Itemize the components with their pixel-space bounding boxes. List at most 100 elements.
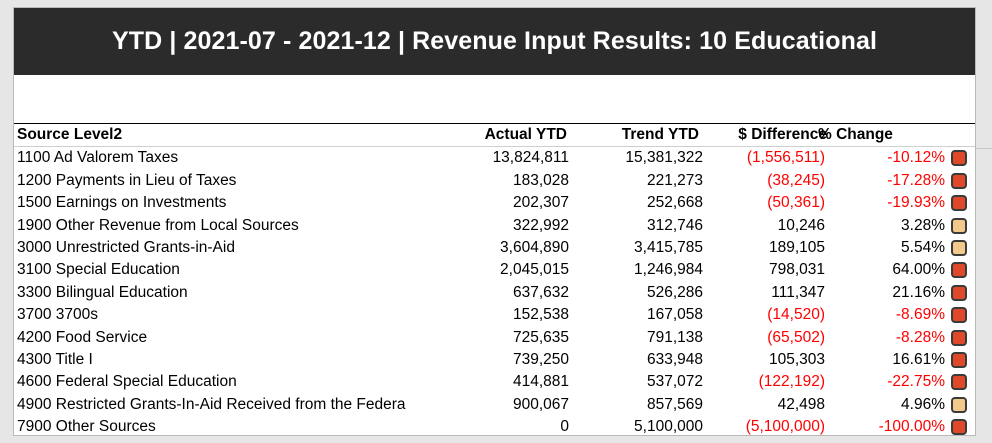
row-difference: (14,520) bbox=[767, 306, 825, 324]
status-indicator-icon bbox=[951, 195, 967, 212]
row-actual-ytd: 2,045,015 bbox=[500, 261, 569, 279]
row-percent-change: -22.75% bbox=[887, 373, 945, 391]
row-source: 4300 Title I bbox=[17, 350, 93, 368]
status-indicator-icon bbox=[951, 150, 967, 167]
row-difference: 189,105 bbox=[768, 238, 825, 256]
table-row[interactable]: 4200 Food Service 725,635 791,138 (65,502) -… bbox=[14, 327, 975, 349]
row-trend-ytd: 15,381,322 bbox=[625, 149, 703, 167]
row-source: 7900 Other Sources bbox=[17, 418, 156, 436]
status-indicator-icon bbox=[951, 217, 967, 234]
row-actual-ytd: 637,632 bbox=[512, 283, 569, 301]
revenue-table: Source Level2 Actual YTD Trend YTD $ Dif… bbox=[14, 124, 975, 438]
row-difference: (50,361) bbox=[767, 194, 825, 212]
row-actual-ytd: 3,604,890 bbox=[500, 238, 569, 256]
status-indicator-icon bbox=[951, 329, 967, 346]
row-source: 1500 Earnings on Investments bbox=[17, 194, 227, 212]
row-actual-ytd: 900,067 bbox=[512, 395, 569, 413]
row-source: 1200 Payments in Lieu of Taxes bbox=[17, 171, 237, 189]
row-percent-change: 5.54% bbox=[901, 238, 945, 256]
row-actual-ytd: 0 bbox=[560, 418, 569, 436]
table-row[interactable]: 1100 Ad Valorem Taxes 13,824,811 15,381,32… bbox=[14, 147, 975, 169]
row-percent-change: -10.12% bbox=[887, 149, 945, 167]
row-trend-ytd: 857,569 bbox=[646, 395, 703, 413]
table-row[interactable]: 3700 3700s 152,538 167,058 (14,520) -8.69% bbox=[14, 304, 975, 326]
status-indicator-icon bbox=[951, 351, 967, 368]
row-source: 3100 Special Education bbox=[17, 261, 180, 279]
status-indicator-icon bbox=[951, 307, 967, 324]
row-trend-ytd: 526,286 bbox=[646, 283, 703, 301]
header-percent-change: % Change bbox=[818, 126, 893, 143]
table-body: 1100 Ad Valorem Taxes 13,824,811 15,381,32… bbox=[14, 147, 975, 438]
status-indicator-icon bbox=[951, 396, 967, 413]
row-actual-ytd: 414,881 bbox=[512, 373, 569, 391]
status-indicator-icon bbox=[951, 419, 967, 436]
gridline-divider bbox=[976, 148, 992, 149]
table-row[interactable]: 7900 Other Sources 0 5,100,000 (5,100,000) -… bbox=[14, 416, 975, 438]
row-percent-change: -100.00% bbox=[878, 418, 945, 436]
status-indicator-icon bbox=[951, 374, 967, 391]
header-source: Source Level2 bbox=[17, 126, 123, 143]
row-actual-ytd: 13,824,811 bbox=[492, 149, 569, 167]
row-source: 4200 Food Service bbox=[17, 328, 148, 346]
row-percent-change: -17.28% bbox=[887, 171, 945, 189]
row-actual-ytd: 322,992 bbox=[512, 216, 569, 234]
row-trend-ytd: 633,948 bbox=[646, 350, 703, 368]
table-row[interactable]: 3000 Unrestricted Grants-in-Aid 3,604,890… bbox=[14, 237, 975, 259]
table-row[interactable]: 1900 Other Revenue from Local Sources 322… bbox=[14, 215, 975, 237]
header-actual-ytd: Actual YTD bbox=[484, 126, 567, 143]
row-source: 4900 Restricted Grants-In-Aid Received f… bbox=[17, 395, 406, 413]
row-trend-ytd: 537,072 bbox=[646, 373, 703, 391]
row-difference: 42,498 bbox=[777, 395, 825, 413]
row-source: 3000 Unrestricted Grants-in-Aid bbox=[17, 238, 235, 256]
table-header-row: Source Level2 Actual YTD Trend YTD $ Dif… bbox=[14, 124, 975, 148]
row-actual-ytd: 152,538 bbox=[512, 306, 569, 324]
status-indicator-icon bbox=[951, 172, 967, 189]
row-trend-ytd: 252,668 bbox=[646, 194, 703, 212]
row-trend-ytd: 221,273 bbox=[646, 171, 703, 189]
table-row[interactable]: 3100 Special Education 2,045,015 1,246,984… bbox=[14, 259, 975, 281]
row-percent-change: 3.28% bbox=[901, 216, 945, 234]
row-percent-change: 21.16% bbox=[892, 283, 945, 301]
blank-band bbox=[14, 75, 975, 124]
table-row[interactable]: 4600 Federal Special Education 414,881 537… bbox=[14, 371, 975, 393]
row-percent-change: 16.61% bbox=[892, 350, 945, 368]
row-difference: 111,347 bbox=[771, 283, 825, 301]
status-indicator-icon bbox=[951, 262, 967, 279]
row-percent-change: -8.69% bbox=[895, 306, 945, 324]
status-indicator-icon bbox=[951, 284, 967, 301]
row-trend-ytd: 1,246,984 bbox=[634, 261, 703, 279]
row-trend-ytd: 5,100,000 bbox=[634, 418, 703, 436]
row-difference: (65,502) bbox=[767, 328, 825, 346]
row-actual-ytd: 725,635 bbox=[512, 328, 569, 346]
row-difference: (1,556,511) bbox=[746, 149, 825, 167]
row-difference: (38,245) bbox=[767, 171, 825, 189]
row-percent-change: 64.00% bbox=[892, 261, 945, 279]
row-actual-ytd: 202,307 bbox=[512, 194, 569, 212]
header-difference: $ Difference bbox=[738, 126, 827, 143]
row-difference: 10,246 bbox=[777, 216, 825, 234]
table-row[interactable]: 1200 Payments in Lieu of Taxes 183,028 221… bbox=[14, 170, 975, 192]
row-source: 1100 Ad Valorem Taxes bbox=[17, 149, 179, 167]
row-difference: 798,031 bbox=[768, 261, 825, 279]
row-difference: (5,100,000) bbox=[745, 418, 825, 436]
row-percent-change: -8.28% bbox=[895, 328, 945, 346]
row-trend-ytd: 3,415,785 bbox=[634, 238, 703, 256]
report-sheet: YTD | 2021-07 - 2021-12 | Revenue Input … bbox=[13, 7, 976, 436]
header-trend-ytd: Trend YTD bbox=[621, 126, 699, 143]
row-source: 3700 3700s bbox=[17, 306, 99, 324]
table-row[interactable]: 1500 Earnings on Investments 202,307 252,6… bbox=[14, 192, 975, 214]
row-trend-ytd: 167,058 bbox=[646, 306, 703, 324]
row-source: 4600 Federal Special Education bbox=[17, 373, 237, 391]
row-difference: (122,192) bbox=[758, 373, 825, 391]
table-row[interactable]: 4300 Title I 739,250 633,948 105,303 16.61% bbox=[14, 349, 975, 371]
table-row[interactable]: 3300 Bilingual Education 637,632 526,286 11… bbox=[14, 282, 975, 304]
table-row[interactable]: 4900 Restricted Grants-In-Aid Received f… bbox=[14, 394, 975, 416]
row-trend-ytd: 791,138 bbox=[646, 328, 703, 346]
row-difference: 105,303 bbox=[768, 350, 825, 368]
row-trend-ytd: 312,746 bbox=[646, 216, 703, 234]
report-title: YTD | 2021-07 - 2021-12 | Revenue Input … bbox=[14, 8, 975, 75]
status-indicator-icon bbox=[951, 239, 967, 256]
row-actual-ytd: 739,250 bbox=[512, 350, 569, 368]
row-actual-ytd: 183,028 bbox=[512, 171, 569, 189]
row-source: 1900 Other Revenue from Local Sources bbox=[17, 216, 299, 234]
